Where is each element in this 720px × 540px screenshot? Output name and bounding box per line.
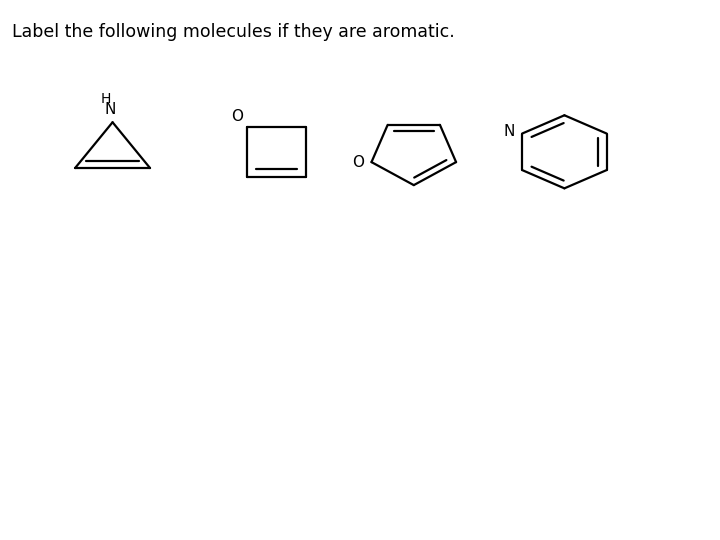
Text: Label the following molecules if they are aromatic.: Label the following molecules if they ar… xyxy=(12,23,455,41)
Text: N: N xyxy=(104,102,115,117)
Text: O: O xyxy=(231,109,243,124)
Text: O: O xyxy=(352,154,364,170)
Text: N: N xyxy=(503,124,515,139)
Text: H: H xyxy=(100,92,111,106)
